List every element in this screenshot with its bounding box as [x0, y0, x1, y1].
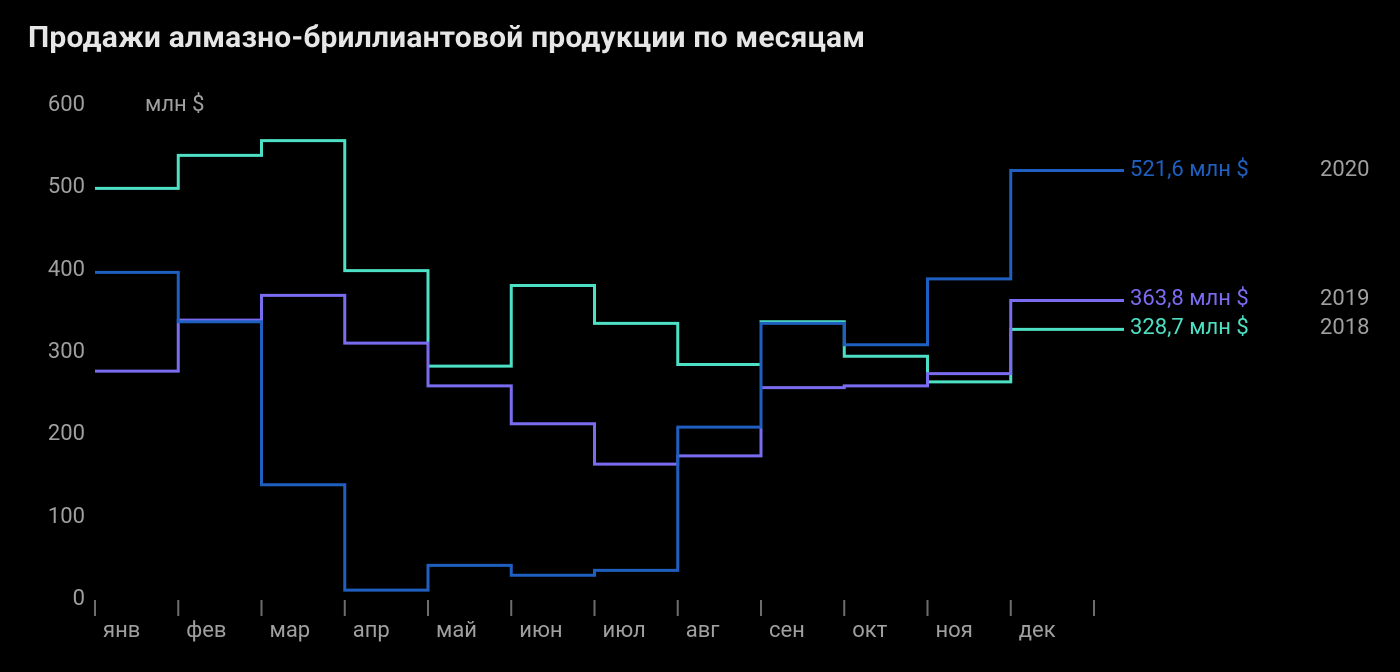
xtick-4: май [436, 618, 477, 643]
ytick-600: 600 [25, 92, 85, 117]
xtick-2: мар [270, 618, 311, 643]
series-end-year-2020: 2020 [1320, 157, 1369, 182]
xtick-3: апр [353, 618, 390, 643]
ytick-200: 200 [25, 421, 85, 446]
ytick-0: 0 [25, 586, 85, 611]
xtick-8: сен [769, 618, 805, 643]
xtick-0: янв [103, 618, 140, 643]
xtick-6: июл [603, 618, 646, 643]
series-end-value-2018: 328,7 млн $ [1130, 315, 1249, 340]
series-end-year-2018: 2018 [1320, 315, 1369, 340]
ytick-500: 500 [25, 174, 85, 199]
series-end-year-2019: 2019 [1320, 286, 1369, 311]
series-end-label-2019: 363,8 млн $2019 [1130, 286, 1249, 311]
xtick-1: фев [186, 618, 226, 643]
series-end-value-2020: 521,6 млн $ [1130, 157, 1249, 182]
ytick-100: 100 [25, 504, 85, 529]
xtick-11: дек [1019, 618, 1056, 643]
xtick-9: окт [852, 618, 887, 643]
xtick-5: июн [519, 618, 562, 643]
series-end-label-2018: 328,7 млн $2018 [1130, 315, 1249, 340]
series-2018 [95, 141, 1094, 382]
y-unit-label: млн $ [145, 92, 205, 117]
xtick-10: ноя [936, 618, 973, 643]
ytick-400: 400 [25, 257, 85, 282]
ytick-300: 300 [25, 339, 85, 364]
series-end-label-2020: 521,6 млн $2020 [1130, 157, 1249, 182]
xtick-7: авг [686, 618, 720, 643]
series-end-value-2019: 363,8 млн $ [1130, 286, 1249, 311]
